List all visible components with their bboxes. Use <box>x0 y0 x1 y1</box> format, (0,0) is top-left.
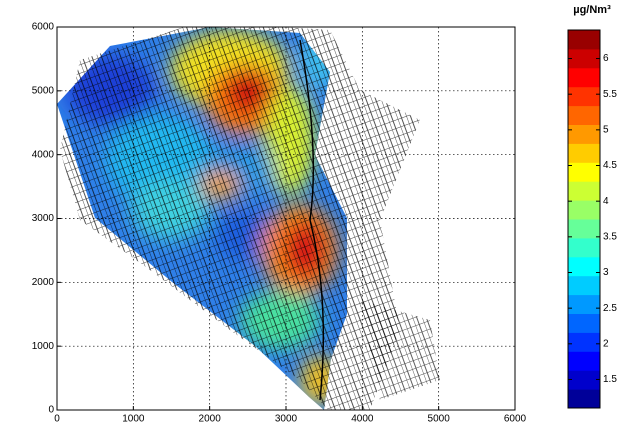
colorbar-tick-label: 4 <box>603 196 609 207</box>
y-tick-label: 5000 <box>32 85 55 96</box>
colorbar-unit: µg/Nm³ <box>573 4 611 16</box>
colorbar-band <box>568 143 600 163</box>
y-tick-label: 6000 <box>32 22 55 33</box>
colorbar-frame <box>567 29 601 409</box>
colorbar-tick-label: 3 <box>603 267 609 278</box>
colorbar-band <box>568 181 600 201</box>
colorbar-band <box>568 370 600 390</box>
colorbar-tick-label: 2 <box>603 338 609 349</box>
colorbar-tick-label: 6 <box>603 53 609 64</box>
colorbar-tick-label: 5 <box>603 124 609 135</box>
y-tick-label: 2000 <box>32 277 55 288</box>
colorbar-tick-label: 3.5 <box>603 231 617 242</box>
colorbar-band <box>568 86 600 107</box>
colorbar-band <box>568 389 600 409</box>
colorbar-band <box>568 275 600 296</box>
colorbar-band <box>568 219 600 239</box>
colorbar-tick-label: 2.5 <box>603 303 617 314</box>
colorbar-band <box>568 294 600 314</box>
x-tick-label: 5000 <box>428 414 451 425</box>
x-tick-label: 2000 <box>199 414 222 425</box>
colorbar-band <box>568 48 600 69</box>
x-tick-label: 3000 <box>275 414 298 425</box>
colorbar-band <box>568 332 600 352</box>
colorbar-band <box>568 256 600 277</box>
colorbar-band <box>568 162 600 182</box>
y-tick-label: 0 <box>48 405 54 416</box>
colorbar-band <box>568 351 600 371</box>
colorbar-tick-label: 5.5 <box>603 89 617 100</box>
colorbar-band <box>568 105 600 125</box>
x-tick-label: 4000 <box>351 414 374 425</box>
colorbar-band <box>568 67 600 88</box>
colorbar-tick-label: 4.5 <box>603 160 617 171</box>
colorbar-band <box>568 200 600 220</box>
colorbar-band <box>568 237 600 258</box>
colorbar-band <box>568 124 600 144</box>
y-tick-label: 3000 <box>32 213 55 224</box>
y-tick-label: 1000 <box>32 341 55 352</box>
colorbar-tick-label: 1.5 <box>603 374 617 385</box>
x-tick-label: 1000 <box>122 414 145 425</box>
axes-frame <box>56 26 516 411</box>
x-tick-label: 0 <box>54 414 60 425</box>
colorbar-band <box>568 313 600 333</box>
x-tick-label: 6000 <box>504 414 527 425</box>
y-tick-label: 4000 <box>32 149 55 160</box>
colorbar-band <box>568 30 600 50</box>
